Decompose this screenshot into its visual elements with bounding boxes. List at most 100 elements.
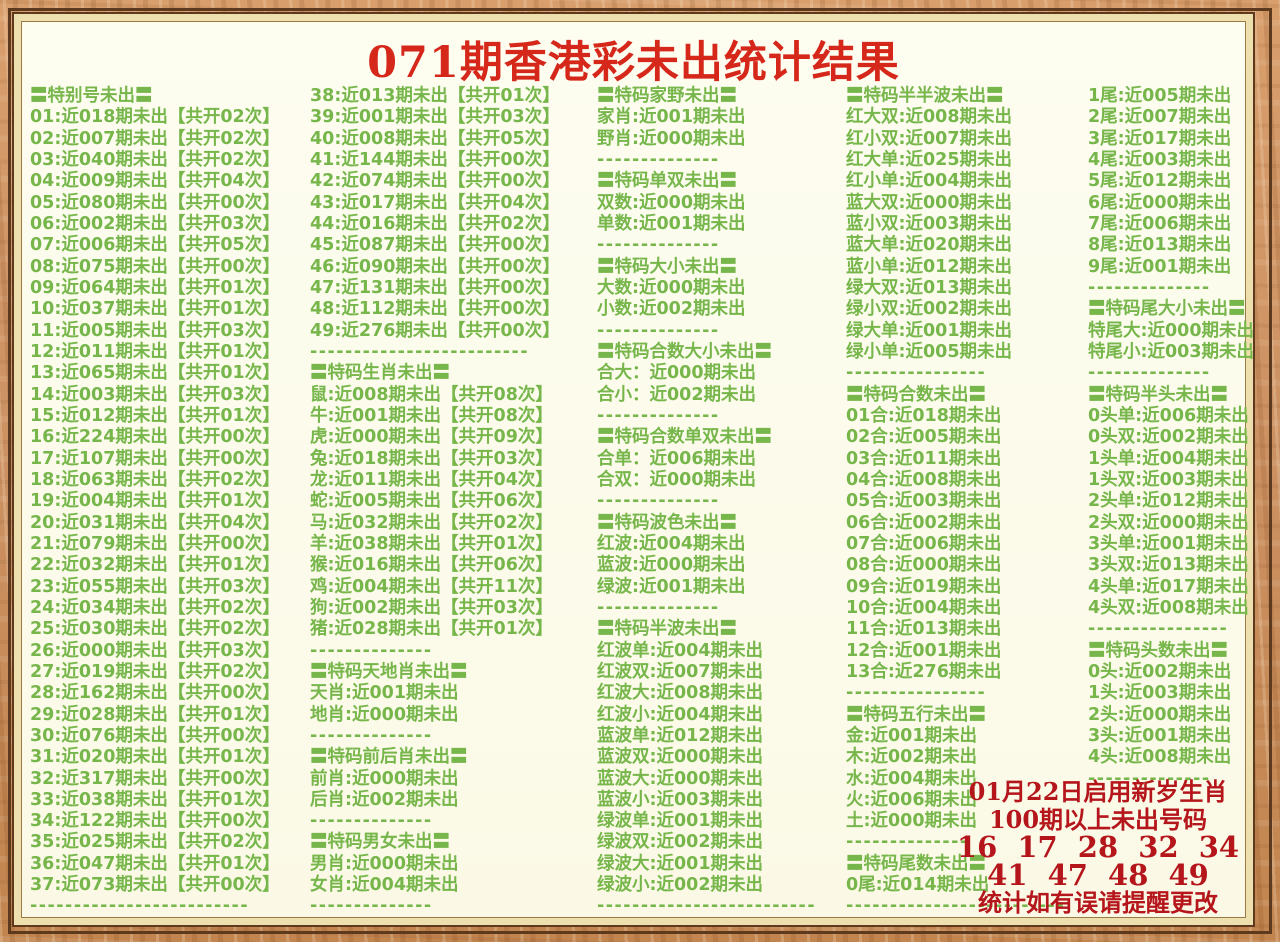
stat-line: 5尾:近012期未出: [1088, 171, 1232, 192]
stat-line: 33:近038期未出【共开01次】: [30, 789, 280, 810]
stat-line: 4头:近008期未出: [1088, 747, 1232, 768]
stat-line: 43:近017期未出【共开04次】: [310, 192, 560, 213]
stat-line: 龙:近011期未出【共开04次】: [310, 469, 553, 490]
stat-line: 合大：近000期未出: [597, 363, 757, 384]
stat-line: 0头双:近002期未出: [1088, 427, 1249, 448]
stat-line: 41:近144期未出【共开00次】: [310, 149, 560, 170]
stat-line: 特尾小:近003期未出: [1088, 341, 1255, 362]
stat-line: 20:近031期未出【共开04次】: [30, 512, 280, 533]
stat-line: 34:近122期未出【共开00次】: [30, 811, 280, 832]
stat-line: 1头:近003期未出: [1088, 683, 1232, 704]
section-header: 〓特码半头未出〓: [1088, 384, 1228, 405]
stat-line: 05:近080期未出【共开00次】: [30, 192, 280, 213]
section-header: 〓特码家野未出〓: [597, 86, 737, 106]
stat-line: 04合:近008期未出: [846, 469, 1002, 490]
stat-line: 01:近018期未出【共开02次】: [30, 107, 280, 128]
stat-line: 火:近006期未出: [846, 789, 978, 810]
stat-line: 02合:近005期未出: [846, 427, 1002, 448]
stat-line: 10:近037期未出【共开01次】: [30, 299, 280, 320]
stat-line: 绿小双:近002期未出: [846, 299, 1013, 320]
stat-line: 1头单:近004期未出: [1088, 448, 1249, 469]
stat-line: 38:近013期未出【共开01次】: [310, 86, 560, 106]
notice-line: 16 17 28 32 34: [956, 830, 1240, 864]
stat-line: 2头单:近012期未出: [1088, 491, 1249, 512]
separator: --------------: [597, 491, 720, 512]
stat-line: 4头单:近017期未出: [1088, 576, 1249, 597]
stat-line: 4尾:近003期未出: [1088, 149, 1232, 170]
section-header: 〓特码合数未出〓: [846, 384, 986, 405]
stat-line: 2头双:近000期未出: [1088, 512, 1249, 533]
stat-line: 合双：近000期未出: [597, 469, 757, 490]
stat-line: 红波双:近007期未出: [597, 661, 764, 682]
stat-line: 羊:近038期未出【共开01次】: [310, 533, 553, 554]
stat-line: 马:近032期未出【共开02次】: [310, 512, 553, 533]
stats-board: 071期香港彩未出统计结果 〓特别号未出〓 01:近018期未出【共开02次】 02…: [22, 22, 1254, 918]
stat-line: 前肖:近000期未出: [310, 768, 459, 789]
stat-line: 绿波大:近001期未出: [597, 853, 764, 874]
separator: ----------------: [846, 363, 987, 384]
stat-line: 11合:近013期未出: [846, 619, 1002, 640]
notice-line: 01月22日启用新岁生肖: [968, 777, 1228, 806]
stat-line: 09合:近019期未出: [846, 576, 1002, 597]
stat-line: 蓝波双:近000期未出: [597, 747, 764, 768]
stat-line: 女肖:近004期未出: [310, 875, 459, 896]
stat-line: 07合:近006期未出: [846, 533, 1002, 554]
stat-line: 09:近064期未出【共开01次】: [30, 277, 280, 298]
stat-line: 木:近002期未出: [846, 747, 978, 768]
stat-line: 04:近009期未出【共开04次】: [30, 171, 280, 192]
separator: ----------------: [846, 683, 987, 704]
stat-line: 1尾:近005期未出: [1088, 86, 1232, 106]
stat-line: 水:近004期未出: [846, 768, 978, 789]
stat-line: 蓝小单:近012期未出: [846, 256, 1013, 277]
stat-line: 0头:近002期未出: [1088, 661, 1232, 682]
stat-line: 8尾:近013期未出: [1088, 235, 1232, 256]
separator: --------------: [1088, 768, 1211, 789]
stat-line: 绿波单:近001期未出: [597, 811, 764, 832]
stat-line: 06合:近002期未出: [846, 512, 1002, 533]
stat-line: 男肖:近000期未出: [310, 853, 459, 874]
separator: --------------: [310, 811, 433, 832]
stat-line: 44:近016期未出【共开02次】: [310, 213, 560, 234]
stat-line: 3头双:近013期未出: [1088, 555, 1249, 576]
stat-line: 绿大双:近013期未出: [846, 277, 1013, 298]
stat-line: 红波小:近004期未出: [597, 704, 764, 725]
stat-line: 蓝波大:近000期未出: [597, 768, 764, 789]
stat-line: 绿波:近001期未出: [597, 576, 746, 597]
stat-line: 虎:近000期未出【共开09次】: [310, 427, 553, 448]
stat-line: 鼠:近008期未出【共开08次】: [310, 384, 553, 405]
stats-column-special-01-37: 〓特别号未出〓 01:近018期未出【共开02次】 02:近007期未出【共开02次…: [30, 86, 280, 918]
notice-line: 100期以上未出号码: [988, 804, 1208, 834]
separator: --------------: [310, 896, 433, 917]
stat-line: 2尾:近007期未出: [1088, 107, 1232, 128]
stat-line: 红波:近004期未出: [597, 533, 746, 554]
stat-line: 金:近001期未出: [846, 725, 978, 746]
stat-line: 0尾:近014期未出: [846, 875, 990, 896]
stat-line: 02:近007期未出【共开02次】: [30, 128, 280, 149]
stat-line: 49:近276期未出【共开00次】: [310, 320, 560, 341]
stat-line: 12:近011期未出【共开01次】: [30, 341, 280, 362]
stat-line: 蓝小双:近003期未出: [846, 213, 1013, 234]
stats-column-special-38-49-zodiac: 38:近013期未出【共开01次】 39:近001期未出【共开03次】 40:近00…: [310, 86, 560, 918]
section-header: 〓特码生肖未出〓: [310, 363, 450, 384]
stat-line: 46:近090期未出【共开00次】: [310, 256, 560, 277]
section-header: 〓特码半波未出〓: [597, 619, 737, 640]
separator: -------------------------: [846, 896, 1066, 917]
section-header: 〓特码合数大小未出〓: [597, 341, 772, 362]
stat-line: 23:近055期未出【共开03次】: [30, 576, 280, 597]
stat-line: 3尾:近017期未出: [1088, 128, 1232, 149]
section-header: 〓特码半半波未出〓: [846, 86, 1004, 106]
stat-line: 16:近224期未出【共开00次】: [30, 427, 280, 448]
stats-column-tail-head: 1尾:近005期未出 2尾:近007期未出 3尾:近017期未出 4尾:近003期未出…: [1088, 86, 1254, 790]
stat-line: 1头双:近003期未出: [1088, 469, 1249, 490]
section-header: 〓特码合数单双未出〓: [597, 427, 772, 448]
stat-line: 合小：近002期未出: [597, 384, 757, 405]
stat-line: 40:近008期未出【共开05次】: [310, 128, 560, 149]
separator: -------------------------: [310, 341, 530, 362]
stat-line: 03:近040期未出【共开02次】: [30, 149, 280, 170]
stat-line: 22:近032期未出【共开01次】: [30, 555, 280, 576]
stat-line: 绿大单:近001期未出: [846, 320, 1013, 341]
stat-line: 05合:近003期未出: [846, 491, 1002, 512]
stat-line: 大数:近000期未出: [597, 277, 746, 298]
section-header: 〓特码大小未出〓: [597, 256, 737, 277]
section-header: 〓特码男女未出〓: [310, 832, 450, 853]
